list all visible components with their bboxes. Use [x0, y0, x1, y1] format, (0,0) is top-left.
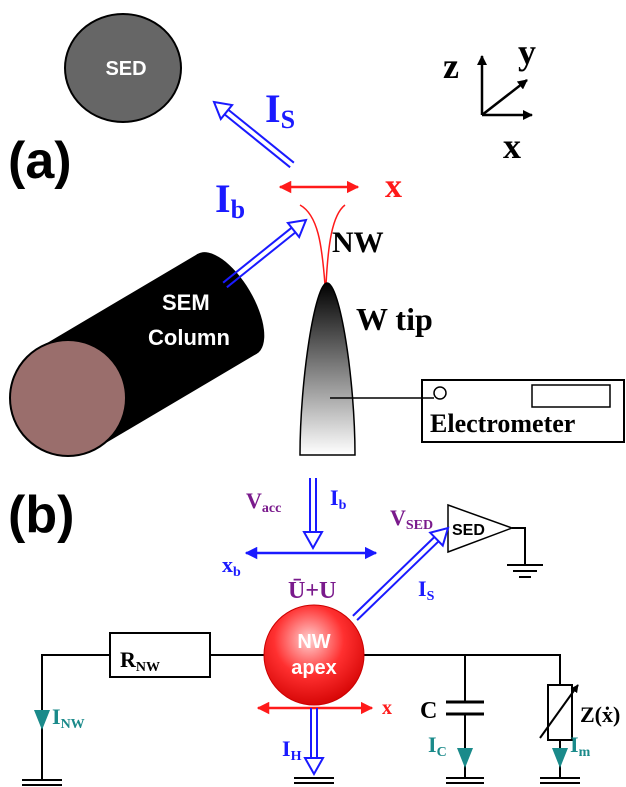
sub: NW [61, 717, 85, 732]
sub: SED [406, 518, 433, 533]
z-label: z [443, 46, 459, 86]
im-label: Im [570, 732, 591, 760]
electrometer: Electrometer [330, 380, 624, 442]
sub: C [437, 745, 447, 760]
ib-arrow-head [304, 532, 322, 548]
ih-label: IH [282, 736, 302, 764]
potential-label: Ū+U [288, 578, 336, 604]
current-arrow [552, 748, 568, 768]
ih-arrow-head [305, 758, 323, 774]
main: V [390, 505, 406, 530]
vsed-label: VSED [390, 505, 433, 533]
ib-label: Ib [330, 485, 347, 513]
nw-apex [264, 605, 364, 705]
current-arrow [34, 710, 50, 730]
panel-label: (b) [8, 486, 74, 544]
main: I [282, 736, 291, 761]
vacc-label: Vacc [246, 488, 281, 516]
sub: S [427, 589, 435, 604]
main: x [222, 552, 233, 577]
z-label: Z(ẋ) [580, 702, 620, 727]
sub: S [281, 105, 295, 134]
column-label: SEM [162, 290, 210, 315]
sub: b [233, 565, 241, 580]
w-tip [300, 283, 355, 455]
xb-label: xb [222, 552, 241, 580]
x-label: x [503, 126, 521, 166]
wire [512, 528, 525, 565]
y-axis [482, 80, 527, 115]
ground [507, 565, 543, 577]
ib-arrow-line [223, 228, 292, 283]
apex-label: NW [297, 631, 330, 653]
panel-label: (a) [8, 132, 72, 190]
is-label: IS [418, 576, 435, 604]
w-tip-label: W tip [356, 301, 433, 337]
nw-label: NW [332, 226, 384, 259]
sub: acc [262, 501, 281, 516]
main: I [418, 576, 427, 601]
main: V [246, 488, 262, 513]
c-label: C [420, 698, 437, 724]
sub: H [291, 749, 302, 764]
sub: b [231, 195, 245, 224]
inw-label: INW [52, 704, 85, 732]
ic-label: IC [428, 732, 447, 760]
figure: (a) SED z y x IS Ib x NW SEM Column W ti… [0, 0, 626, 787]
impedance [548, 685, 572, 740]
is-label: IS [265, 86, 295, 134]
y-label: y [518, 32, 536, 72]
ib-label: Ib [215, 176, 245, 224]
x-label: x [382, 697, 392, 719]
main: I [215, 176, 231, 221]
sub: m [579, 745, 591, 760]
main: R [120, 647, 137, 672]
apex-label: apex [291, 657, 337, 679]
main: I [330, 485, 339, 510]
electrometer-label: Electrometer [430, 409, 575, 438]
column-back [10, 340, 126, 456]
ground [22, 778, 580, 785]
sem-column: SEM Column [10, 241, 279, 456]
main: I [265, 86, 281, 131]
ib-arrow-line [227, 232, 296, 287]
sub: NW [136, 660, 160, 675]
axes: z y x [443, 32, 536, 166]
column-label: Column [148, 325, 230, 350]
x-label: x [385, 168, 402, 205]
main: I [428, 732, 437, 757]
sed-label: SED [105, 58, 146, 80]
sed-amplifier: SED [448, 505, 543, 577]
display [532, 385, 610, 407]
terminal [434, 387, 446, 399]
sed-label: SED [452, 522, 485, 539]
current-arrow [457, 748, 473, 768]
sub: b [339, 498, 347, 513]
main: I [570, 732, 579, 757]
main: I [52, 704, 61, 729]
